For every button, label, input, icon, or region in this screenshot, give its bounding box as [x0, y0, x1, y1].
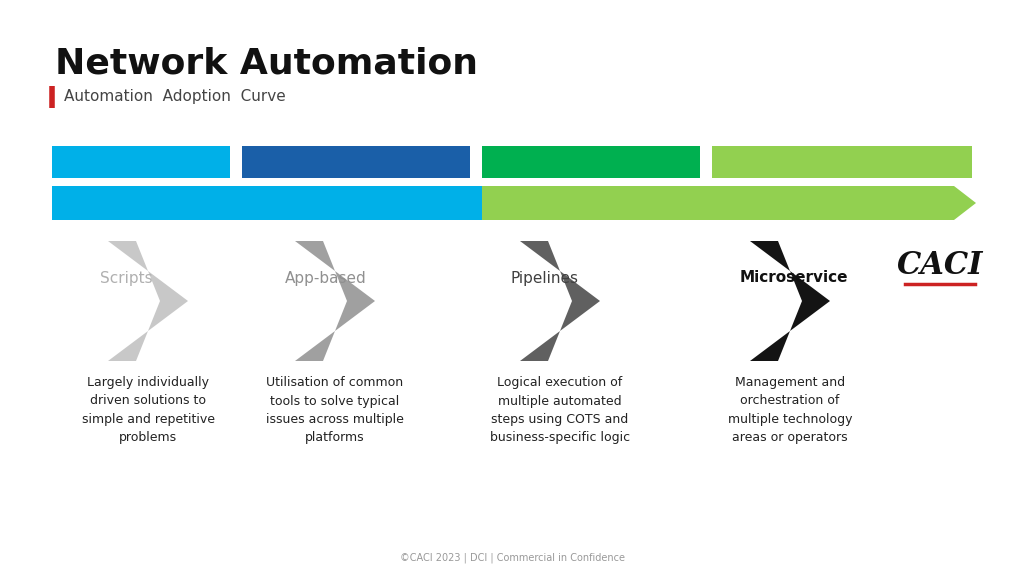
Polygon shape: [295, 241, 375, 361]
Text: Automation  Adoption  Curve: Automation Adoption Curve: [63, 89, 286, 104]
Polygon shape: [520, 241, 600, 361]
Polygon shape: [750, 241, 830, 361]
Text: Network Automation: Network Automation: [55, 46, 478, 80]
Text: Largely individually
driven solutions to
simple and repetitive
problems: Largely individually driven solutions to…: [82, 376, 214, 445]
Text: Orchestration: Orchestration: [543, 156, 639, 169]
Text: Pipelines: Pipelines: [510, 271, 578, 286]
Text: Logical execution of
multiple automated
steps using COTS and
business-specific l: Logical execution of multiple automated …: [489, 376, 630, 445]
FancyBboxPatch shape: [52, 146, 230, 178]
Text: Scripts: Scripts: [100, 271, 153, 286]
Polygon shape: [108, 241, 188, 361]
Text: Ad-hoc Automation: Ad-hoc Automation: [74, 156, 208, 169]
Text: Strategic: Strategic: [672, 194, 765, 212]
Text: App-based: App-based: [285, 271, 367, 286]
FancyBboxPatch shape: [482, 146, 700, 178]
Text: Structured Automation: Structured Automation: [275, 156, 437, 169]
Text: Multi-domain Orchestration: Multi-domain Orchestration: [745, 156, 939, 169]
Polygon shape: [482, 186, 976, 220]
Text: Utilisation of common
tools to solve typical
issues across multiple
platforms: Utilisation of common tools to solve typ…: [266, 376, 403, 445]
FancyBboxPatch shape: [242, 146, 470, 178]
Polygon shape: [52, 186, 504, 220]
Text: CACI: CACI: [897, 251, 983, 282]
Text: Tactical: Tactical: [229, 194, 305, 212]
Text: ©CACI 2023 | DCI | Commercial in Confidence: ©CACI 2023 | DCI | Commercial in Confide…: [399, 553, 625, 563]
FancyBboxPatch shape: [712, 146, 972, 178]
Text: Microservice: Microservice: [740, 271, 849, 286]
Text: Management and
orchestration of
multiple technology
areas or operators: Management and orchestration of multiple…: [728, 376, 852, 445]
